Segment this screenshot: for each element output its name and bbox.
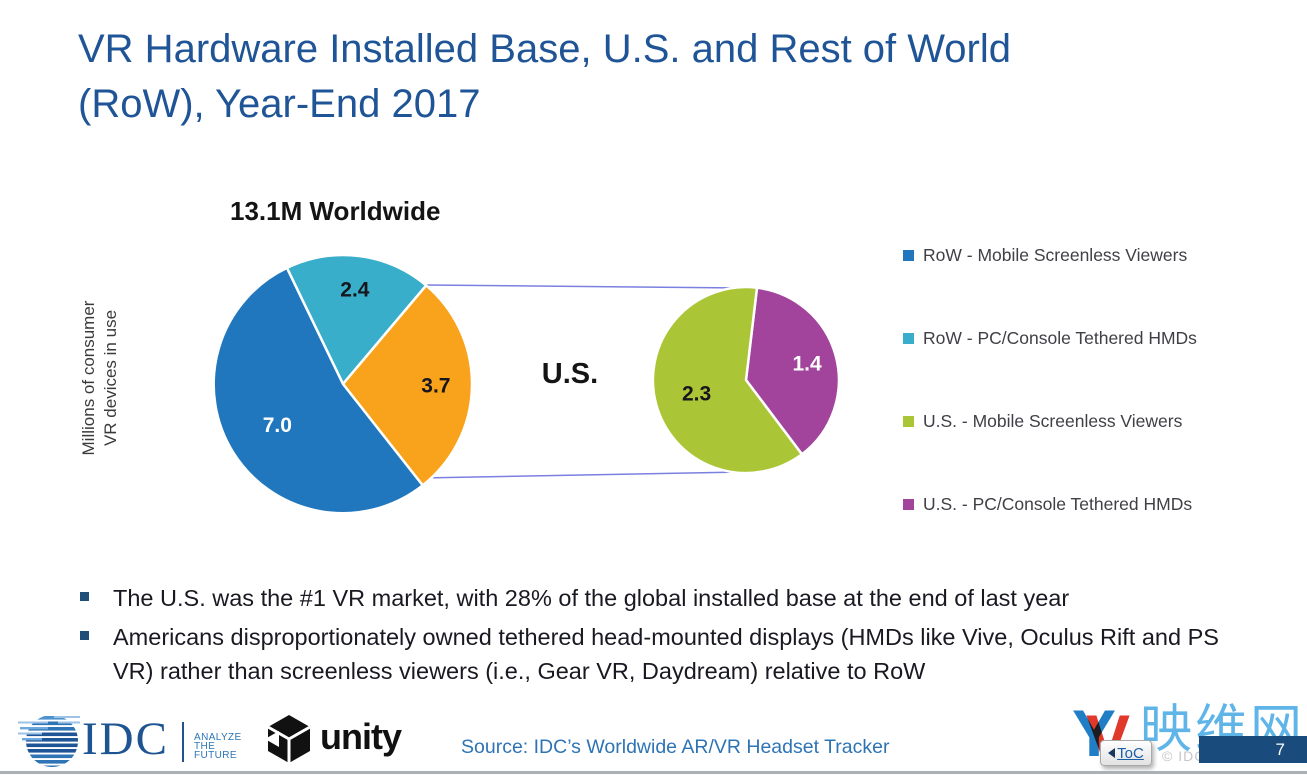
bullet-item: The U.S. was the #1 VR market, with 28% … — [78, 581, 1263, 615]
footer-divider-line — [0, 771, 1307, 774]
pie-value-label-worldwide: 7.0 — [263, 414, 292, 437]
pie-value-label-worldwide: 3.7 — [421, 375, 450, 398]
y-axis-label: Millions of consumer VR devices in use — [78, 239, 124, 517]
legend-label: RoW - Mobile Screenless Viewers — [923, 244, 1188, 265]
legend-label: U.S. - Mobile Screenless Viewers — [923, 410, 1183, 431]
legend-swatch-green — [903, 415, 914, 427]
legend-swatch-purple — [903, 498, 914, 510]
bullet-square-icon — [80, 592, 89, 601]
idc-logo-divider — [182, 722, 184, 762]
toc-button[interactable]: ToC — [1100, 740, 1152, 766]
legend-label: RoW - PC/Console Tethered HMDs — [923, 327, 1197, 348]
pie-slice-us-2.3 — [651, 285, 804, 475]
bullet-list: The U.S. was the #1 VR market, with 28% … — [78, 581, 1263, 693]
toc-button-label: ToC — [1117, 744, 1144, 762]
legend-label: U.S. - PC/Console Tethered HMDs — [923, 493, 1193, 514]
pie-slice-worldwide-2.4 — [285, 253, 428, 386]
pie-slice-worldwide-7.0 — [212, 266, 424, 515]
y-axis-label-line-2: VR devices in use — [101, 309, 121, 447]
y-axis-label-line-1: Millions of consumer — [79, 300, 98, 456]
worldwide-total-label: 13.1M Worldwide — [230, 196, 441, 226]
pie-value-label-worldwide: 2.4 — [340, 278, 370, 301]
idc-globe-icon — [18, 716, 80, 767]
pie-slice-us-1.4 — [744, 286, 841, 456]
bullet-square-icon — [80, 631, 89, 640]
pie-connector-line — [420, 471, 743, 479]
chart-legend: RoW - Mobile Screenless Viewers RoW - PC… — [903, 244, 1197, 578]
page-number-box: 7 — [1199, 736, 1307, 763]
idc-tagline-line: FUTURE — [194, 750, 237, 761]
source-citation: Source: IDC’s Worldwide AR/VR Headset Tr… — [461, 736, 890, 758]
pie-value-label-us: 2.3 — [682, 382, 711, 405]
legend-item-row-mobile: RoW - Mobile Screenless Viewers — [903, 244, 1197, 265]
legend-swatch-teal — [903, 332, 914, 344]
idc-logo-text: IDC — [82, 713, 169, 765]
legend-item-us-tethered: U.S. - PC/Console Tethered HMDs — [903, 493, 1197, 514]
us-callout-label: U.S. — [541, 358, 599, 390]
bullet-text: Americans disproportionately owned tethe… — [113, 624, 1219, 684]
slide-title-line-2: (RoW), Year-End 2017 — [78, 82, 481, 126]
pie-connector-line — [425, 284, 746, 289]
slide-title: VR Hardware Installed Base, U.S. and Res… — [78, 22, 1238, 132]
legend-swatch-blue — [903, 249, 914, 261]
idc-logo-tagline: ANALYZE THE FUTURE — [194, 732, 242, 761]
legend-item-us-mobile: U.S. - Mobile Screenless Viewers — [903, 410, 1197, 431]
idc-tagline-line: THE — [194, 741, 216, 752]
bullet-item: Americans disproportionately owned tethe… — [78, 620, 1263, 688]
unity-logo-text: unity — [320, 716, 402, 757]
legend-item-row-tethered: RoW - PC/Console Tethered HMDs — [903, 327, 1197, 348]
page-number: 7 — [1275, 740, 1285, 759]
unity-cube-icon — [265, 715, 311, 763]
bullet-text: The U.S. was the #1 VR market, with 28% … — [113, 585, 1070, 611]
copyright-text: © IDC — [1162, 748, 1206, 764]
idc-tagline-line: ANALYZE — [194, 732, 242, 743]
slide-title-line-1: VR Hardware Installed Base, U.S. and Res… — [78, 27, 1012, 71]
toc-back-arrow-icon — [1108, 748, 1116, 758]
pie-slice-worldwide-3.7 — [341, 284, 474, 487]
pie-value-label-us: 1.4 — [792, 353, 822, 376]
